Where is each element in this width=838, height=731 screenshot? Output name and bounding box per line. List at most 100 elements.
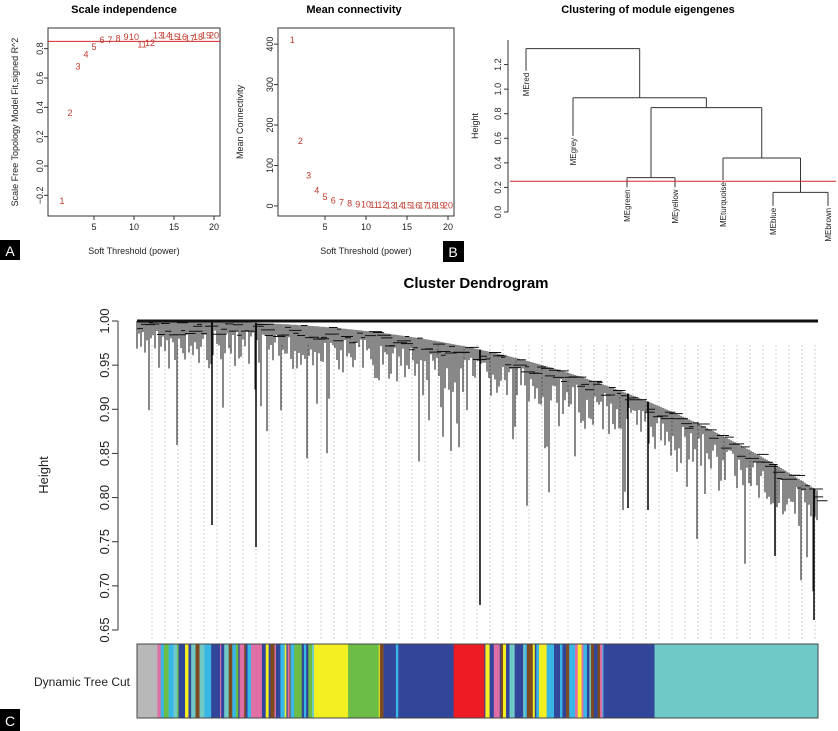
module-color-stripe bbox=[575, 644, 579, 718]
y-tick-label: 0.75 bbox=[97, 529, 112, 554]
data-point-label: 8 bbox=[115, 33, 120, 43]
module-color-stripe bbox=[312, 644, 315, 718]
y-tick-label: 0.0 bbox=[493, 206, 503, 219]
data-point-label: 15 bbox=[169, 32, 179, 42]
module-color-stripe bbox=[566, 644, 570, 718]
data-point-label: 2 bbox=[67, 108, 72, 118]
y-axis: 0.65 0.70 0.75 0.80 0.85 0.90 0.95 1.00 bbox=[97, 308, 118, 643]
module-color-stripe bbox=[536, 644, 540, 718]
leaf-guide-lines bbox=[151, 345, 816, 640]
module-color-stripe bbox=[247, 644, 250, 718]
module-color-stripe bbox=[514, 644, 520, 718]
module-color-stripe bbox=[232, 644, 237, 718]
panel-label: C bbox=[5, 713, 15, 729]
module-color-stripe bbox=[383, 644, 388, 718]
module-color-bar bbox=[137, 644, 819, 718]
module-color-stripe bbox=[554, 644, 557, 718]
dendrogram-branches-path bbox=[136, 321, 828, 592]
module-color-stripe bbox=[274, 644, 277, 718]
y-axis-label: Scale Free Topology Model Fit,signed R^2 bbox=[10, 38, 20, 207]
dendrogram-branches bbox=[136, 319, 828, 620]
module-color-stripe bbox=[224, 644, 227, 718]
cluster-dendrogram-title: Cluster Dendrogram bbox=[403, 275, 548, 292]
module-color-stripe bbox=[387, 644, 393, 718]
y-tick-label: 0.80 bbox=[97, 485, 112, 510]
module-color-block bbox=[603, 644, 655, 718]
module-color-stripe bbox=[577, 644, 582, 718]
data-point-label: 2 bbox=[298, 136, 303, 146]
x-tick-label: 15 bbox=[402, 222, 412, 232]
y-tick-label: 0.95 bbox=[97, 352, 112, 377]
data-point-label: 14 bbox=[394, 201, 404, 211]
module-color-stripe bbox=[245, 644, 248, 718]
module-color-stripe bbox=[546, 644, 550, 718]
data-point-label: 5 bbox=[322, 192, 327, 202]
module-color-stripe bbox=[275, 644, 281, 718]
module-color-stripe bbox=[261, 644, 267, 718]
module-color-stripe bbox=[573, 644, 576, 718]
scale-independence-panel: Scale independence −0.2 0.0 0.2 0.4 0.6 0.8 5… bbox=[0, 4, 221, 260]
module-color-stripe bbox=[549, 644, 555, 718]
module-color-stripe bbox=[292, 644, 295, 718]
module-color-stripe bbox=[506, 644, 509, 718]
y-tick-label: 0 bbox=[265, 203, 275, 208]
module-color-stripe bbox=[195, 644, 200, 718]
module-color-block bbox=[137, 644, 158, 718]
data-point-label: 12 bbox=[145, 38, 155, 48]
y-tick-label: 300 bbox=[265, 77, 275, 92]
module-color-stripe bbox=[512, 644, 515, 718]
data-point-label: 7 bbox=[339, 197, 344, 207]
x-tick-label: 5 bbox=[91, 222, 96, 232]
module-color-stripe bbox=[525, 644, 528, 718]
y-tick-label: 0.6 bbox=[35, 72, 45, 85]
module-color-stripe bbox=[239, 644, 245, 718]
module-color-stripe bbox=[173, 644, 178, 718]
y-tick-label: 0.2 bbox=[493, 181, 503, 194]
module-color-stripe bbox=[168, 644, 174, 718]
panel-label-box bbox=[0, 709, 20, 731]
module-color-block bbox=[399, 644, 454, 718]
data-point-label: 6 bbox=[331, 195, 336, 205]
x-axis-label: Soft Threshold (power) bbox=[88, 246, 179, 256]
y-axis: 0 100 200 300 400 bbox=[265, 37, 278, 208]
color-bar-frame bbox=[136, 643, 819, 719]
x-tick-label: 20 bbox=[209, 222, 219, 232]
module-color-block bbox=[654, 644, 819, 718]
module-color-stripe bbox=[529, 644, 534, 718]
module-color-stripe bbox=[221, 644, 225, 718]
leaf-label: MEred bbox=[522, 73, 531, 97]
module-color-stripe bbox=[485, 644, 490, 718]
data-point-label: 17 bbox=[418, 201, 428, 211]
y-tick-label: 0.65 bbox=[97, 617, 112, 642]
module-color-block bbox=[453, 644, 485, 718]
plot-frame bbox=[277, 27, 455, 217]
data-point-label: 1 bbox=[290, 35, 295, 45]
module-color-block bbox=[348, 644, 380, 718]
module-color-stripe bbox=[497, 644, 501, 718]
module-color-stripe bbox=[590, 644, 595, 718]
module-color-stripe bbox=[503, 644, 507, 718]
module-color-stripe bbox=[253, 644, 259, 718]
leaf-label: MEbrown bbox=[824, 208, 833, 242]
module-color-stripe bbox=[177, 644, 179, 718]
module-color-stripe bbox=[602, 644, 604, 718]
y-tick-label: 1.00 bbox=[97, 308, 112, 333]
y-tick-label: 0.8 bbox=[493, 107, 503, 120]
plot-frame bbox=[47, 27, 221, 217]
module-color-stripe bbox=[484, 644, 486, 718]
module-color-stripe bbox=[160, 644, 165, 718]
x-tick-label: 20 bbox=[443, 222, 453, 232]
data-point-label: 1 bbox=[59, 196, 64, 206]
data-point-label: 13 bbox=[153, 30, 163, 40]
module-color-stripe bbox=[583, 644, 588, 718]
panel-label: B bbox=[448, 244, 457, 260]
module-color-stripe bbox=[226, 644, 230, 718]
module-color-stripe bbox=[556, 644, 561, 718]
module-color-stripe bbox=[286, 644, 288, 718]
leaf-label: MEyellow bbox=[671, 189, 680, 223]
module-color-stripe bbox=[219, 644, 222, 718]
module-color-stripe bbox=[188, 644, 192, 718]
module-color-stripe bbox=[301, 644, 305, 718]
